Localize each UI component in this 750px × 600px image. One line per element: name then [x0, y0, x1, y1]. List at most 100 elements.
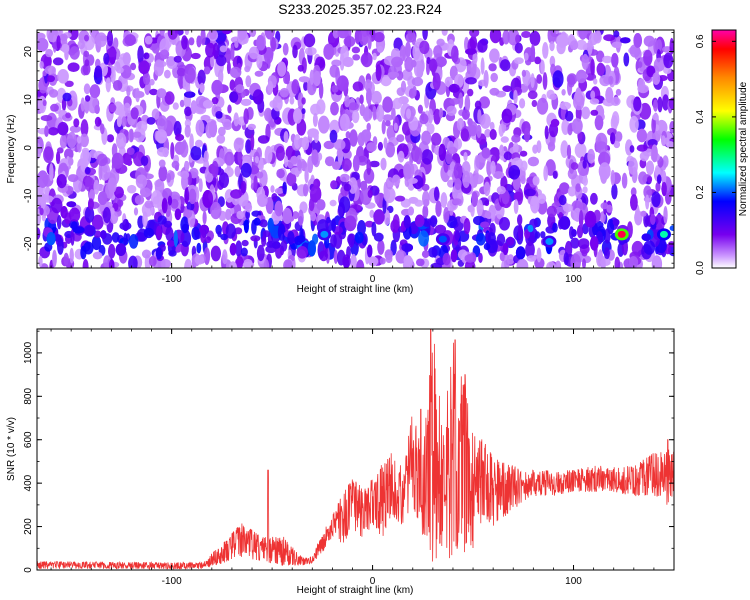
heatmap-cell	[130, 62, 137, 71]
heatmap-cell	[364, 79, 373, 92]
heatmap-cell	[324, 156, 335, 167]
heatmap-cell	[151, 108, 160, 120]
heatmap-cell	[615, 88, 622, 96]
heatmap-cell	[143, 52, 150, 60]
heatmap-cell	[383, 137, 388, 149]
heatmap-cell	[578, 30, 588, 40]
heatmap-cell	[549, 93, 557, 100]
heatmap-cell	[292, 211, 299, 220]
heatmap-cell	[397, 150, 405, 163]
heatmap-cell	[65, 112, 71, 119]
heatmap-cell	[465, 48, 477, 55]
heatmap-cell	[83, 224, 96, 237]
y-tick-label: 0	[23, 567, 34, 573]
heatmap-cell	[184, 30, 189, 35]
heatmap-cell	[543, 165, 549, 182]
heatmap-cell	[138, 60, 150, 75]
heatmap-cell	[133, 207, 139, 216]
heatmap-cell	[610, 169, 616, 186]
heatmap-cell	[330, 234, 337, 248]
heatmap-cell	[284, 155, 289, 168]
heatmap-cell	[595, 141, 608, 154]
heatmap-cell	[56, 174, 67, 189]
heatmap-cell	[323, 43, 335, 60]
heatmap-cell	[524, 188, 536, 197]
heatmap-cell	[471, 191, 478, 207]
heatmap-cell	[577, 131, 583, 141]
snr-series-line	[37, 329, 674, 570]
heatmap-cell	[418, 230, 429, 247]
heatmap-cell	[243, 258, 253, 268]
heatmap-cell	[210, 54, 215, 68]
heatmap-cell	[244, 65, 251, 73]
heatmap-cell	[382, 114, 394, 122]
heatmap-cell	[377, 46, 384, 53]
heatmap-cell	[252, 89, 264, 105]
heatmap-cell	[451, 45, 459, 63]
heatmap-cell	[430, 262, 443, 268]
x-tick-label: -100	[162, 274, 182, 285]
heatmap-cell	[462, 170, 471, 189]
heatmap-cell	[363, 168, 375, 184]
heatmap-cell	[433, 45, 443, 59]
heatmap-cell	[143, 227, 154, 239]
heatmap-cell	[202, 190, 214, 208]
heatmap-cell	[179, 140, 189, 158]
heatmap-cell	[499, 217, 510, 231]
heatmap-cell	[412, 43, 421, 61]
heatmap-cell	[352, 54, 361, 61]
heatmap-cell	[68, 157, 74, 166]
heatmap-cell	[184, 160, 190, 171]
heatmap-cell	[431, 132, 442, 146]
heatmap-cell	[83, 50, 90, 58]
heatmap-cell	[516, 258, 529, 268]
heatmap-cell	[318, 115, 330, 134]
heatmap-cell	[367, 244, 373, 258]
heatmap-cell	[446, 105, 457, 117]
heatmap-cell	[245, 75, 252, 88]
heatmap-cell	[240, 247, 248, 257]
heatmap-cell	[222, 249, 228, 265]
heatmap-cell	[311, 149, 319, 166]
heatmap-cell	[560, 140, 569, 159]
heatmap-cell	[438, 143, 446, 161]
heatmap-cell	[567, 186, 577, 197]
heatmap-cell	[84, 59, 90, 67]
heatmap-cell	[344, 215, 357, 232]
heatmap-cell	[158, 159, 166, 168]
heatmap-cell	[608, 75, 614, 85]
heatmap-cell	[350, 253, 357, 268]
heatmap-cell	[184, 209, 193, 218]
heatmap-hotspot-core	[617, 230, 626, 238]
heatmap-cell	[94, 116, 102, 127]
heatmap-cell	[511, 134, 521, 143]
heatmap-cell	[146, 117, 156, 125]
heatmap-cell	[275, 146, 285, 161]
heatmap-cell	[110, 207, 115, 215]
heatmap-cell	[503, 151, 513, 161]
heatmap-cell	[188, 37, 195, 46]
heatmap-cell	[456, 118, 465, 131]
heatmap-cell	[513, 89, 518, 104]
heatmap-cell	[158, 165, 168, 182]
heatmap-cell	[164, 91, 175, 105]
heatmap-cell	[144, 200, 154, 209]
heatmap-cell	[517, 224, 523, 240]
heatmap-cell	[639, 151, 650, 162]
heatmap-cell	[330, 180, 338, 190]
heatmap-cell	[100, 230, 107, 240]
heatmap-cell	[203, 150, 209, 163]
heatmap-cell	[185, 80, 191, 94]
heatmap-cell	[153, 59, 164, 77]
heatmap-cell	[490, 160, 496, 175]
heatmap-cell	[582, 186, 588, 194]
heatmap-cell	[331, 218, 336, 232]
heatmap-cell	[240, 162, 252, 178]
heatmap-cell	[205, 236, 212, 244]
heatmap-cell	[590, 109, 599, 116]
heatmap-cell	[366, 88, 372, 105]
heatmap-cell	[184, 66, 196, 84]
heatmap-cell	[113, 37, 119, 50]
heatmap-cell	[403, 215, 411, 229]
heatmap-cell	[233, 112, 239, 127]
